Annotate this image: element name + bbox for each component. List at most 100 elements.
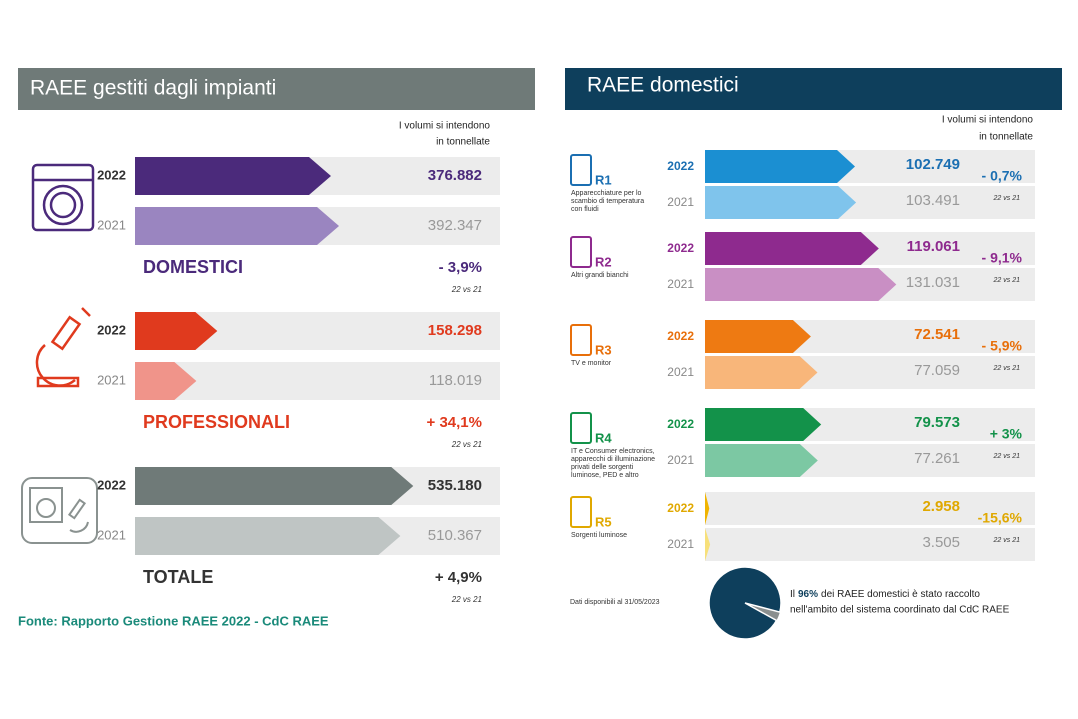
row-band [705,528,1035,561]
category-description: scambio di temperatura [571,198,644,205]
year-label: 2021 [97,217,126,232]
year-label: 2021 [97,527,126,542]
year-label: 2021 [667,195,694,209]
category-icon [570,496,592,528]
change-label: + 34,1% [427,414,482,431]
year-label: 2021 [667,453,694,467]
change-label: + 3% [990,426,1023,442]
category-description: con fluidi [571,206,599,213]
category-description: Apparecchiature per lo [571,190,642,197]
category-code: R2 [595,254,612,269]
change-label: + 4,9% [435,569,482,586]
category-code: R4 [595,430,612,445]
bar [135,312,218,350]
change-label: -15,6% [978,510,1023,526]
left-note: I volumi si intendono [399,121,491,132]
bar [135,467,414,505]
value-label: 77.059 [914,362,960,379]
value-label: 3.505 [922,534,960,551]
year-label: 2022 [97,167,126,182]
pie-caption: nell'ambito del sistema coordinato dal C… [790,605,1010,616]
value-label: 118.019 [429,372,482,389]
left-title: RAEE gestiti dagli impianti [30,77,276,100]
year-label: 2022 [667,417,694,431]
category-code: R3 [595,342,612,357]
year-label: 2022 [97,477,126,492]
caption-prefix: Il [790,589,795,600]
bar [705,356,818,389]
bar [705,232,879,265]
caption-text: dei RAEE domestici è stato raccolto [821,589,980,600]
compare-label: 22 vs 21 [993,195,1021,202]
bar [705,492,710,525]
value-label: 77.261 [914,450,960,467]
group-name: PROFESSIONALI [143,412,290,432]
year-label: 2022 [667,241,694,255]
category-description: Sorgenti luminose [571,532,627,539]
compare-label: 22 vs 21 [993,537,1021,544]
category-icon [570,324,592,356]
year-label: 2022 [667,159,694,173]
bar [705,320,811,353]
bar [705,150,856,183]
bar [135,207,340,245]
category-code: R5 [595,514,612,529]
year-label: 2021 [667,277,694,291]
year-label: 2021 [97,372,126,387]
bar [705,444,818,477]
change-label: - 3,9% [439,259,482,276]
value-label: 158.298 [428,322,482,339]
change-label: - 0,7% [982,168,1023,184]
change-label: - 9,1% [982,250,1023,266]
source: Fonte: Rapporto Gestione RAEE 2022 - CdC… [18,613,329,628]
value-label: 103.491 [906,192,960,209]
value-label: 376.882 [428,167,482,184]
pie-label: 96% [798,589,818,600]
category-description: IT e Consumer electronics, [571,448,655,455]
value-label: 79.573 [914,414,960,431]
group-name: TOTALE [143,567,213,587]
year-label: 2022 [667,329,694,343]
value-label: 102.749 [906,156,960,173]
compare-label: 22 vs 21 [451,285,482,294]
compare-label: 22 vs 21 [993,277,1021,284]
total-icon [21,477,98,544]
washer-icon [31,163,95,232]
category-icon [570,412,592,444]
right-note: I volumi si intendono [942,115,1034,126]
right-title: RAEE domestici [587,74,739,97]
bar [135,517,401,555]
value-label: 2.958 [922,498,960,515]
compare-label: 22 vs 21 [993,453,1021,460]
group-name: DOMESTICI [143,257,243,277]
bar [705,268,897,301]
value-label: 510.367 [428,527,482,544]
left-title-bar [18,68,535,110]
category-description: apparecchi di illuminazione [571,456,655,463]
bar [705,408,822,441]
pie-slice [708,566,782,640]
value-label: 131.031 [906,274,960,291]
value-label: 72.541 [914,326,960,343]
bar [135,157,331,195]
microscope-icon [35,307,91,388]
year-label: 2022 [97,322,126,337]
change-label: - 5,9% [982,338,1023,354]
category-code: R1 [595,172,612,187]
bar [705,528,711,561]
compare-label: 22 vs 21 [451,595,482,604]
category-icon [570,236,592,268]
value-label: 119.061 [907,238,960,255]
value-label: 535.180 [428,477,482,494]
pie-caption: Il 96% dei RAEE domestici è stato raccolto [790,589,980,600]
row-band [705,492,1035,525]
category-description: luminose, PED e altro [571,472,639,479]
right-title-bar [565,68,1062,110]
compare-label: 22 vs 21 [993,365,1021,372]
footnote: Dati disponibili al 31/05/2023 [570,599,660,606]
category-icon [570,154,592,186]
value-label: 392.347 [428,217,482,234]
right-note: in tonnellate [979,132,1033,143]
bar [135,362,197,400]
